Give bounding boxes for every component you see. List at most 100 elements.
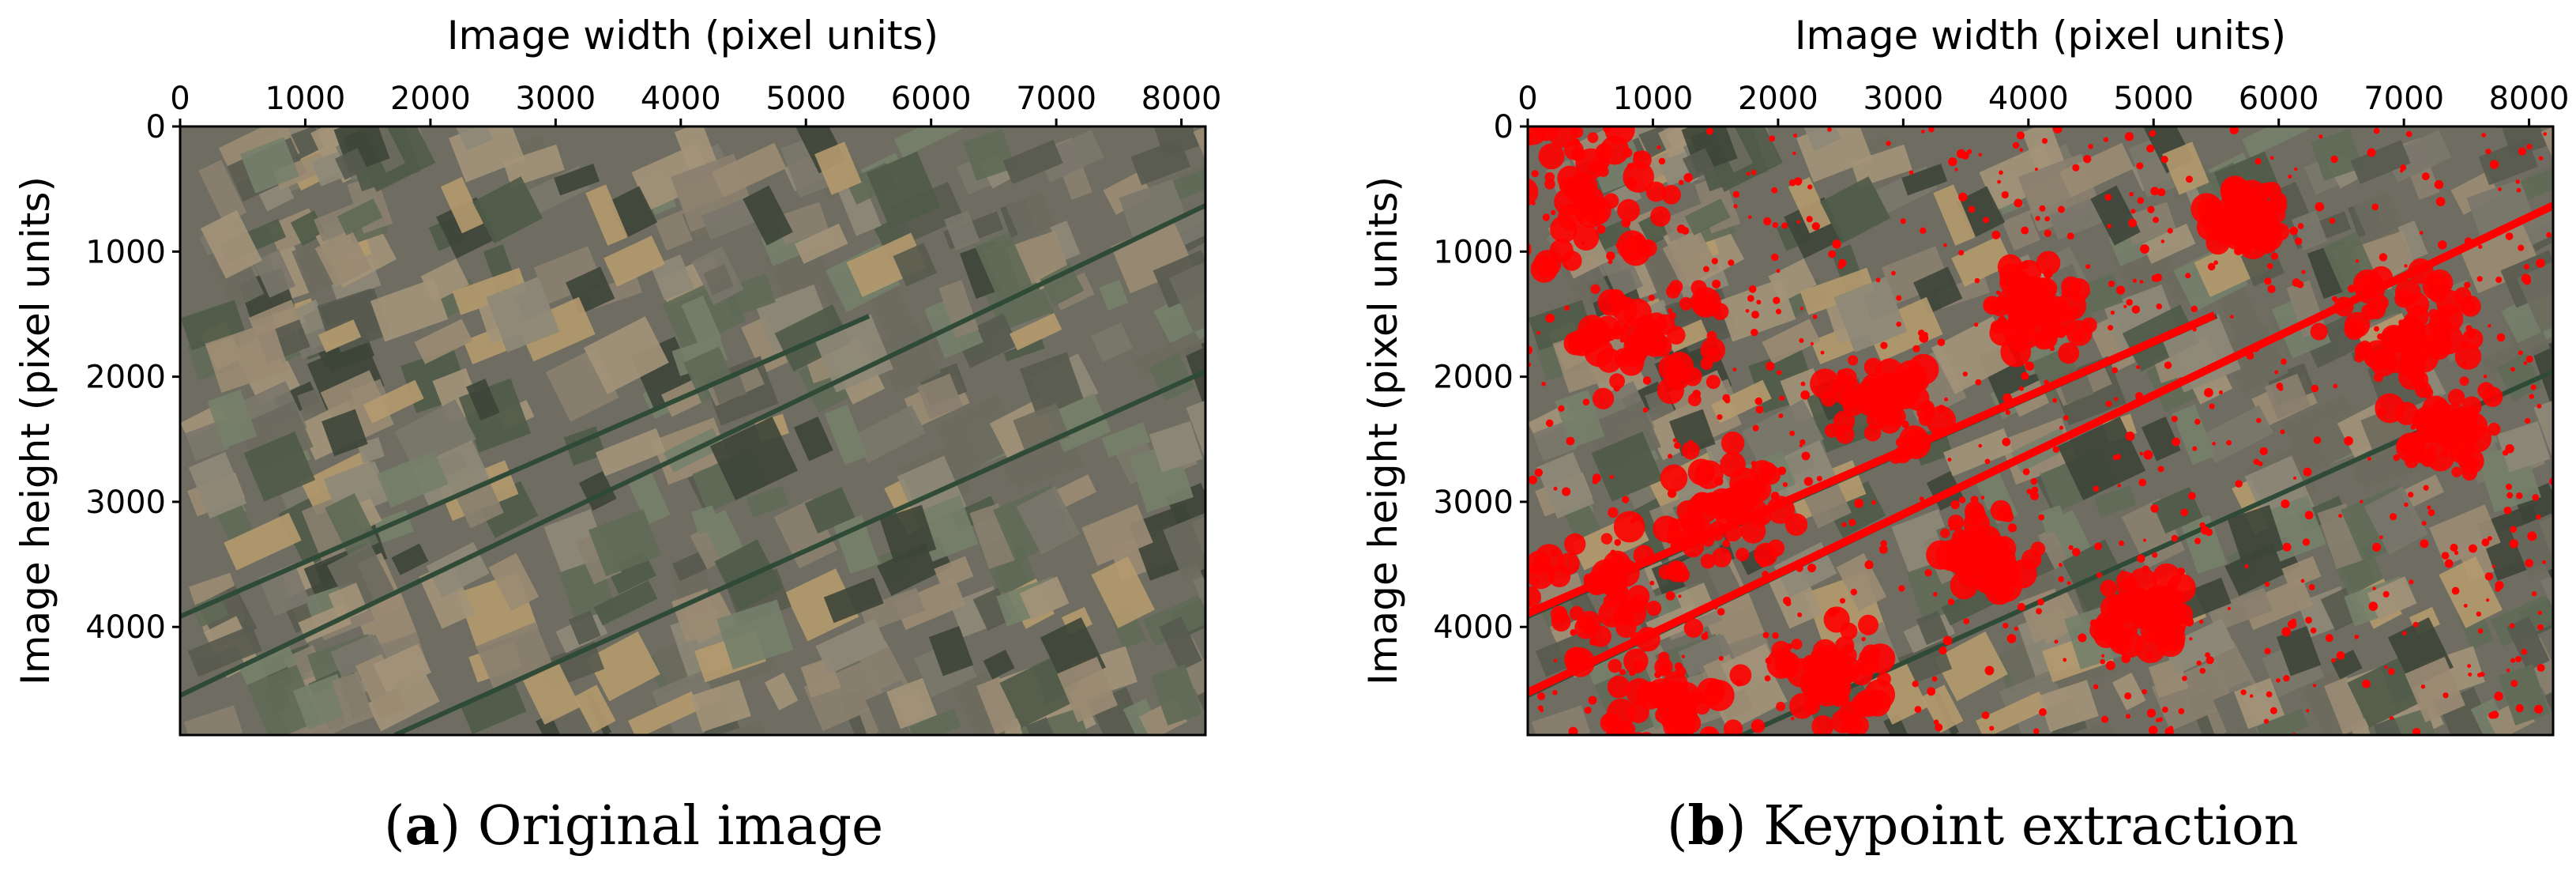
keypoint (2150, 187, 2160, 196)
keypoint (1735, 679, 1743, 687)
keypoint (2182, 675, 2187, 681)
keypoint-cluster (1997, 288, 2021, 311)
field-patch (1710, 379, 1772, 424)
keypoint (1935, 723, 1943, 732)
keypoint (1970, 496, 1979, 504)
keypoint (1776, 269, 1781, 273)
caption-text: Keypoint extraction (1763, 795, 2299, 858)
keypoint (1568, 726, 1578, 735)
field-patch (593, 580, 658, 626)
keypoint (1896, 295, 1902, 301)
keypoint (2382, 590, 2390, 598)
keypoint-cluster (1700, 553, 1716, 569)
field-patch (325, 492, 379, 557)
keypoint (1672, 438, 1677, 443)
keypoint-cluster (2447, 388, 2465, 406)
keypoint (2038, 707, 2047, 716)
keypoint (2442, 692, 2449, 699)
keypoint-cluster (1676, 693, 1690, 707)
keypoint (2156, 303, 2163, 310)
keypoint-cluster (1720, 432, 1745, 455)
panel-a: 0 1000 2000 3000 4000 5000 6000 7000 8000 0 1000 2… (13, 13, 1221, 737)
keypoint (1782, 481, 1788, 488)
keypoint (1633, 151, 1643, 160)
keypoint-cluster (1569, 605, 1585, 621)
keypoint (1545, 313, 1555, 323)
keypoint-cluster (2395, 402, 2419, 425)
keypoint-cluster (2404, 319, 2427, 341)
keypoint (1537, 692, 1545, 700)
field-patch (355, 654, 407, 721)
keypoint (2379, 253, 2388, 262)
keypoint-cluster (1877, 672, 1891, 687)
keypoint (2150, 623, 2160, 632)
satellite-image-original (180, 126, 1205, 735)
keypoint-cluster (1683, 745, 1713, 774)
keypoint (1771, 187, 1778, 194)
keypoint-cluster (1864, 424, 1882, 442)
field-patch (1850, 144, 1912, 187)
keypoint (2398, 319, 2405, 326)
keypoint-cluster (1549, 239, 1574, 263)
keypoint-cluster (2152, 563, 2182, 593)
field-patch (224, 512, 302, 571)
keypoint (1678, 179, 1684, 186)
keypoint (1608, 259, 1613, 265)
keypoint (2489, 160, 2499, 169)
keypoint (2119, 540, 2125, 546)
keypoint (2139, 280, 2144, 285)
keypoint (1803, 477, 1814, 486)
field-patch (908, 708, 961, 735)
keypoint (1937, 405, 1946, 414)
keypoint-cluster (1664, 364, 1690, 390)
keypoint (2030, 477, 2037, 485)
field-patch (585, 184, 629, 246)
keypoint (2034, 168, 2038, 172)
y-tick-label: 2000 (1433, 360, 1514, 396)
field-patch (180, 300, 246, 351)
keypoint (2525, 559, 2533, 567)
field-patch (1555, 390, 1605, 448)
field-patch (1803, 126, 1841, 151)
field-patch (460, 683, 527, 734)
keypoint-cluster (1808, 671, 1840, 703)
keypoint (2529, 394, 2534, 399)
keypoint (2481, 538, 2490, 547)
keypoint (1626, 163, 1634, 170)
keypoint (1572, 138, 1581, 147)
field-patch (2090, 185, 2141, 246)
keypoint (1814, 697, 1822, 704)
keypoint (1704, 485, 1709, 489)
keypoint-cluster (1989, 568, 2006, 585)
keypoint (1799, 439, 1806, 446)
field-patch (794, 223, 848, 264)
y-tick-label: 2000 (85, 360, 166, 396)
keypoint (2132, 596, 2137, 601)
field-patch (2180, 515, 2227, 575)
x-tick-label: 3000 (1863, 81, 1943, 117)
field-patch (200, 209, 262, 279)
keypoint (1786, 643, 1793, 650)
plot-frame (1526, 125, 2555, 737)
keypoint (2204, 387, 2213, 398)
field-patch (1788, 176, 1831, 234)
keypoint (2423, 484, 2429, 491)
keypoint (2035, 216, 2040, 221)
caption-a: (a) Original image (384, 794, 884, 858)
keypoint (1919, 496, 1924, 501)
field-patch (314, 229, 372, 288)
field-patch (2506, 616, 2550, 672)
keypoint (2498, 187, 2502, 191)
keypoint (2122, 627, 2128, 633)
keypoint (1683, 574, 1690, 580)
keypoint-cluster (2366, 300, 2386, 319)
keypoint (1963, 618, 1970, 624)
keypoint (1766, 361, 1775, 371)
field-patch (1934, 632, 2008, 702)
field-patch (205, 321, 289, 394)
x-tick-label: 3000 (515, 81, 596, 117)
keypoint (2436, 421, 2445, 431)
keypoint-cluster (2310, 322, 2328, 341)
field-patch (2234, 677, 2285, 730)
keypoint (1542, 213, 1550, 221)
